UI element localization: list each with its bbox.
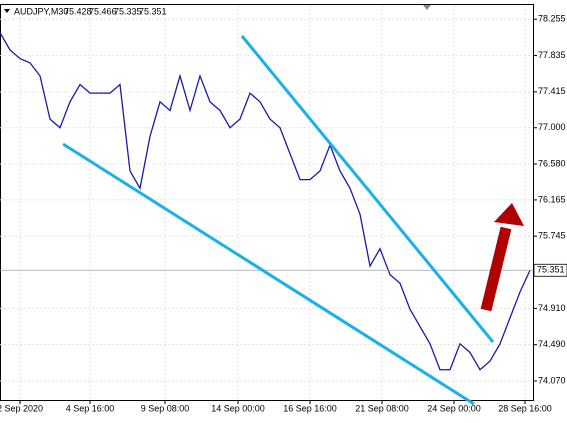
trend-line <box>62 142 475 406</box>
x-tick-label: 28 Sep 16:00 <box>498 403 552 413</box>
trend-line <box>240 35 495 343</box>
x-tick-label: 2 Sep 2020 <box>0 403 43 413</box>
y-tick-label: 77.415 <box>538 86 566 96</box>
arrow <box>480 203 524 312</box>
grid <box>0 5 533 400</box>
marks <box>0 32 533 371</box>
x-tick-label: 14 Sep 00:00 <box>211 403 265 413</box>
price-line <box>0 32 531 371</box>
y-tick-label: 76.580 <box>538 158 566 168</box>
y-tick-label: 78.255 <box>538 14 566 24</box>
x-tick-label: 24 Sep 00:00 <box>427 403 481 413</box>
current-price-box <box>533 263 567 277</box>
y-tick-label: 75.745 <box>538 231 566 241</box>
y-tick-label: 77.000 <box>538 122 566 132</box>
symbol: AUDJPY,M30 <box>14 6 68 16</box>
y-tick-label: 76.165 <box>538 194 566 204</box>
menu-triangle <box>4 9 10 13</box>
x-tick-label: 9 Sep 08:00 <box>141 403 190 413</box>
current-price-label: 75.351 <box>537 265 565 275</box>
shift-marker <box>423 5 431 10</box>
arrow-head <box>494 203 524 226</box>
plot-frame <box>0 4 534 401</box>
y-tick-label: 77.835 <box>538 50 566 60</box>
open: 75.428 <box>64 6 92 16</box>
x-tick-label: 21 Sep 08:00 <box>355 403 409 413</box>
arrow-shaft <box>480 226 512 312</box>
close: 75.351 <box>139 6 167 16</box>
x-tick-label: 16 Sep 16:00 <box>283 403 337 413</box>
low: 75.335 <box>114 6 142 16</box>
x-tick-label: 4 Sep 16:00 <box>66 403 115 413</box>
y-tick-label: 74.910 <box>538 303 566 313</box>
high: 75.466 <box>89 6 117 16</box>
y-tick-label: 74.490 <box>538 339 566 349</box>
y-tick-label: 74.070 <box>538 375 566 385</box>
